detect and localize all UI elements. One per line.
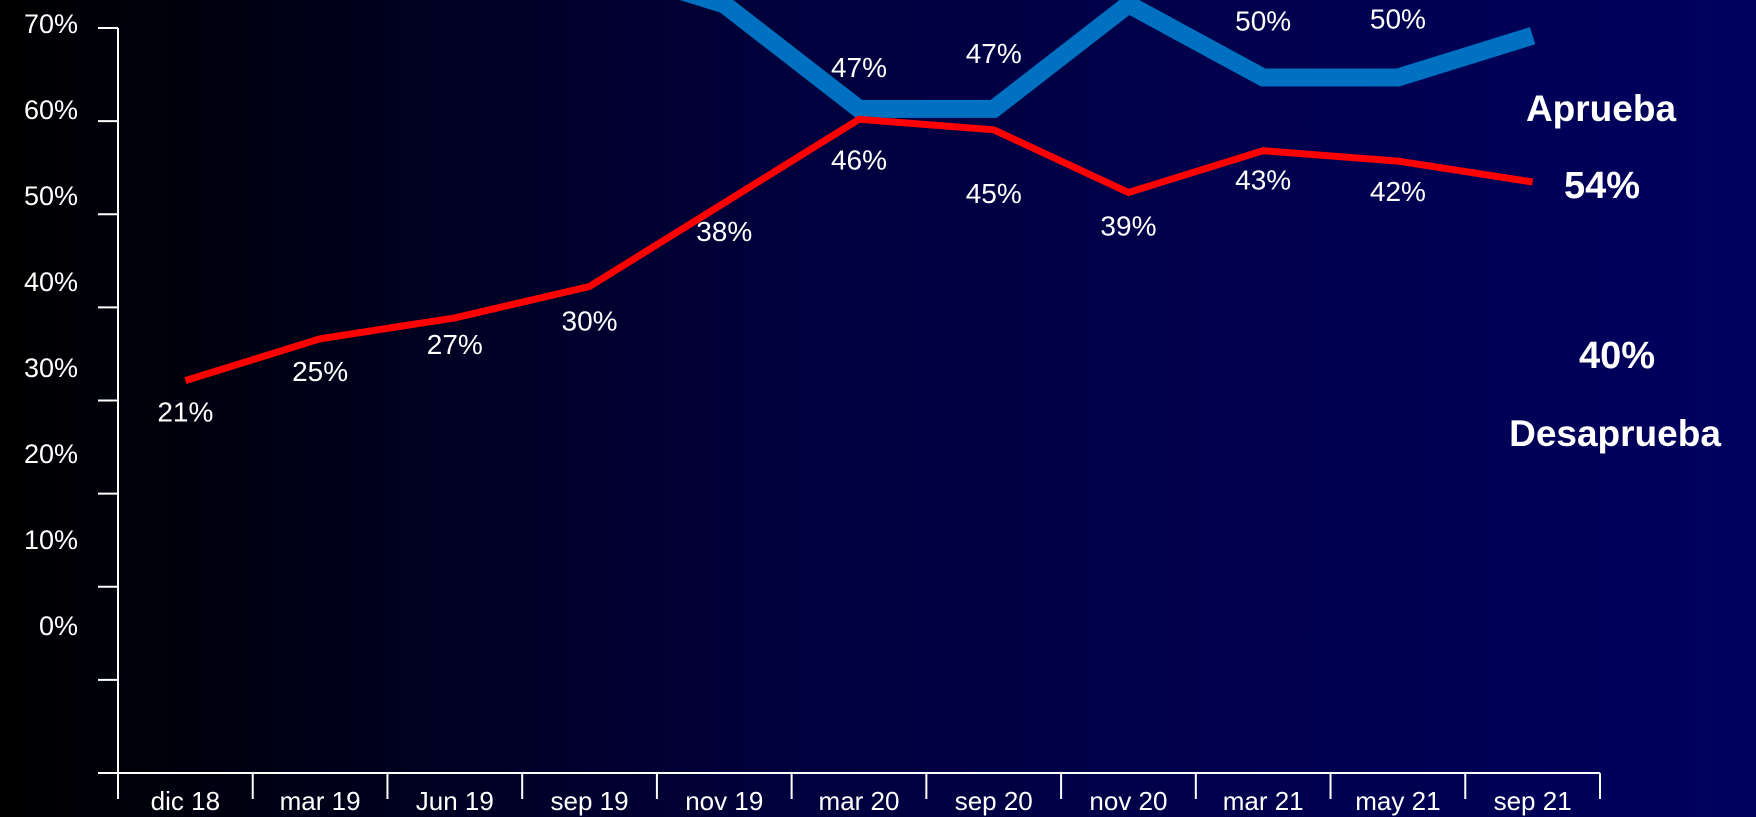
- x-tick-label: sep 19: [551, 786, 629, 816]
- data-label-desaprueba: 39%: [1100, 210, 1156, 241]
- x-tick-label: Jun 19: [416, 786, 494, 816]
- chart-axes: [98, 27, 1601, 799]
- x-tick-label: sep 21: [1494, 786, 1572, 816]
- y-tick-label: 30%: [24, 353, 78, 383]
- y-tick-label: 10%: [24, 525, 78, 555]
- x-tick-label: dic 18: [151, 786, 220, 816]
- data-label-aprueba: 50%: [1370, 4, 1426, 35]
- x-tick-label: mar 19: [280, 786, 361, 816]
- y-tick-label: 60%: [24, 95, 78, 125]
- x-tick-label: mar 21: [1223, 786, 1304, 816]
- y-tick-label: 70%: [24, 9, 78, 39]
- series-name-aprueba: Aprueba: [1526, 88, 1677, 129]
- series-name-labels: Aprueba Desaprueba: [1509, 88, 1721, 454]
- y-tick-label: 40%: [24, 267, 78, 297]
- series-line-desaprueba: [184, 115, 1534, 384]
- data-label-desaprueba: 25%: [292, 356, 348, 387]
- data-label-desaprueba: 21%: [157, 397, 213, 428]
- data-labels: 59%21%64%25%66%27%61%30%57%38%47%46%47%4…: [157, 4, 1655, 428]
- series-lines: [184, 0, 1536, 384]
- end-value-desaprueba: 40%: [1579, 335, 1655, 377]
- y-tick-label: 50%: [24, 181, 78, 211]
- y-tick-label: 20%: [24, 439, 78, 469]
- data-label-desaprueba: 42%: [1370, 176, 1426, 207]
- data-label-desaprueba: 45%: [966, 178, 1022, 209]
- data-label-aprueba: 47%: [831, 52, 887, 83]
- x-tick-label: nov 20: [1089, 786, 1167, 816]
- data-label-aprueba: 47%: [966, 38, 1022, 69]
- series-line-aprueba: [679, 0, 1536, 118]
- data-label-desaprueba: 43%: [1235, 165, 1291, 196]
- x-tick-label: sep 20: [955, 786, 1033, 816]
- data-label-desaprueba: 27%: [427, 329, 483, 360]
- x-tick-label: mar 20: [819, 786, 900, 816]
- data-label-aprueba: 50%: [1235, 6, 1291, 37]
- data-label-desaprueba: 46%: [831, 144, 887, 175]
- data-label-desaprueba: 30%: [562, 306, 618, 337]
- data-label-desaprueba: 38%: [696, 216, 752, 247]
- end-value-aprueba: 54%: [1564, 165, 1640, 207]
- x-tick-label: may 21: [1355, 786, 1440, 816]
- y-tick-label: 0%: [39, 611, 78, 641]
- x-tick-label: nov 19: [685, 786, 763, 816]
- series-name-desaprueba: Desaprueba: [1509, 413, 1721, 454]
- tick-labels: 70% 60% 50% 40% 30% 20% 10% 0% dic 18 mar 19 Jun 1…: [24, 9, 1572, 816]
